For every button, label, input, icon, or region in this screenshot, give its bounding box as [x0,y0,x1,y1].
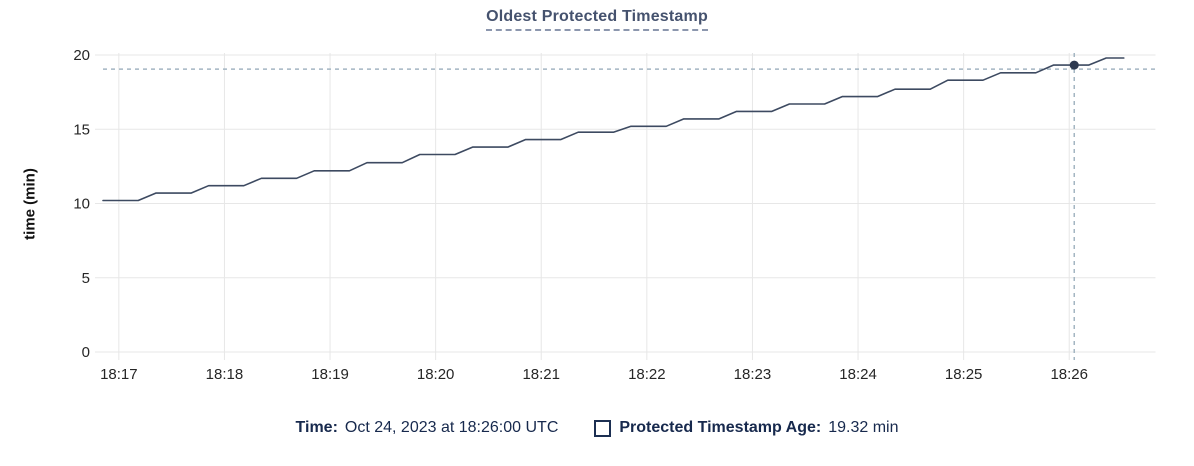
x-tick-label: 18:26 [1050,366,1088,383]
x-tick-label: 18:22 [628,366,666,383]
series-checkbox-icon[interactable] [594,419,612,437]
hover-time-value: Oct 24, 2023 at 18:26:00 UTC [344,419,559,436]
y-tick-label: 0 [82,344,90,361]
hover-series-group: Protected Timestamp Age: 19.32 min [594,419,898,437]
x-tick-label: 18:23 [734,366,772,383]
hover-time-label: Time: [295,419,338,436]
x-tick-label: 18:19 [311,366,349,383]
y-tick-label: 10 [73,196,90,213]
y-axis-title: time (min) [21,168,39,240]
hover-legend: Time: Oct 24, 2023 at 18:26:00 UTC Prote… [0,419,1194,437]
chart-title[interactable]: Oldest Protected Timestamp [486,8,708,31]
x-tick-label: 18:21 [522,366,560,383]
x-tick-label: 18:20 [417,366,455,383]
hover-series-label: Protected Timestamp Age: [619,419,822,436]
x-tick-label: 18:18 [206,366,244,383]
y-tick-label: 20 [73,47,90,64]
hover-series-value: 19.32 min [828,419,899,436]
chart-svg[interactable]: 0 5 10 15 20 18:17 18:18 18:19 18:20 18:21 18:22 18… [0,0,1194,400]
chart-header: Oldest Protected Timestamp [0,8,1194,31]
series-line [102,57,1125,202]
y-tick-label: 15 [73,121,90,138]
x-tick-label: 18:25 [945,366,983,383]
y-tick-label: 5 [82,270,90,287]
x-tick-label: 18:24 [839,366,877,383]
hover-dot [1069,60,1079,70]
hover-time-group: Time: Oct 24, 2023 at 18:26:00 UTC [296,419,559,437]
x-tick-label: 18:17 [100,366,138,383]
